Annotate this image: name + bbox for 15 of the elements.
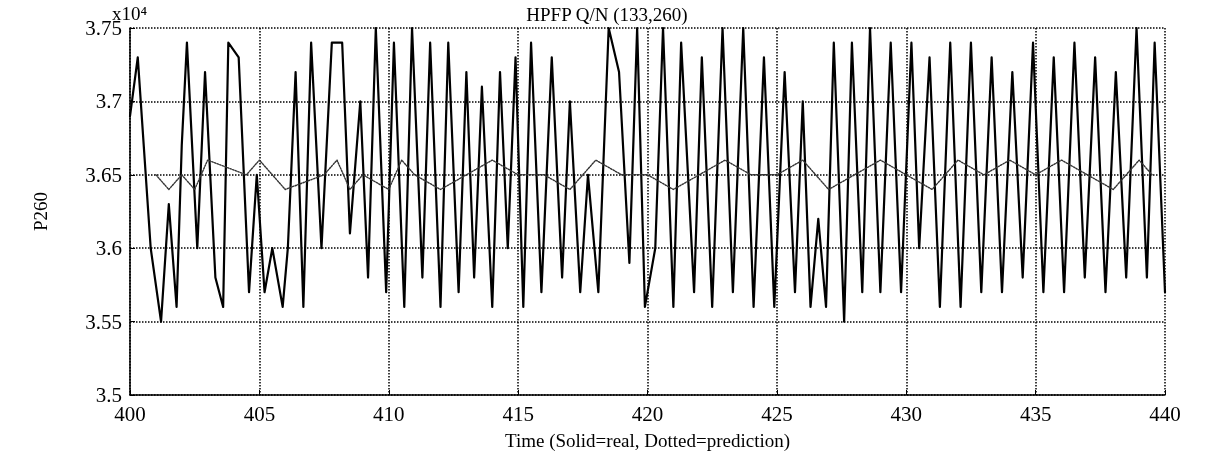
x-tick-label: 425 <box>761 401 793 426</box>
x-tick-label: 410 <box>373 401 405 426</box>
y-tick-label: 3.7 <box>95 89 122 114</box>
x-axis-title: Time (Solid=real, Dotted=prediction) <box>504 430 791 452</box>
y-tick-label: 3.6 <box>95 236 122 261</box>
y-axis-title: P260 <box>30 191 51 232</box>
x-tick-label: 435 <box>1019 401 1052 426</box>
x-tick-label: 440 <box>1149 401 1181 426</box>
x-tick-label: 420 <box>631 401 664 426</box>
x-tick-label: 405 <box>243 401 276 426</box>
chart-title: HPFP Q/N (133,260) <box>526 4 688 26</box>
x-tick-label: 415 <box>502 401 534 426</box>
x-tick-label: 430 <box>890 401 922 426</box>
y-tick-label: 3.65 <box>85 162 122 187</box>
y-tick-label: 3.55 <box>85 309 122 334</box>
